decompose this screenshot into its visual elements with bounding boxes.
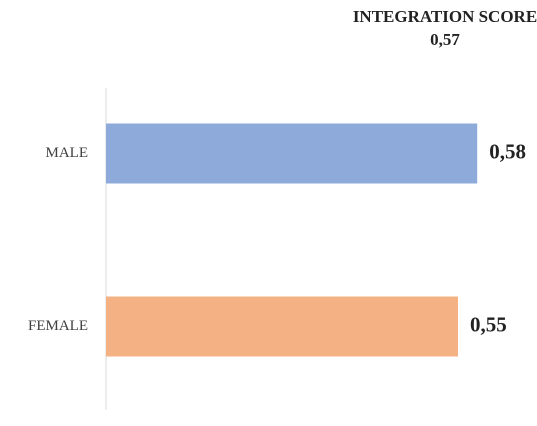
category-label: MALE [46,145,89,161]
data-label: 0,55 [470,312,507,336]
data-label: 0,58 [489,139,526,163]
bar [106,296,458,357]
category-label: FEMALE [28,318,88,334]
bar [106,123,478,184]
chart-title: INTEGRATION SCORE [353,7,537,26]
chart-subtitle: 0,57 [430,30,460,49]
